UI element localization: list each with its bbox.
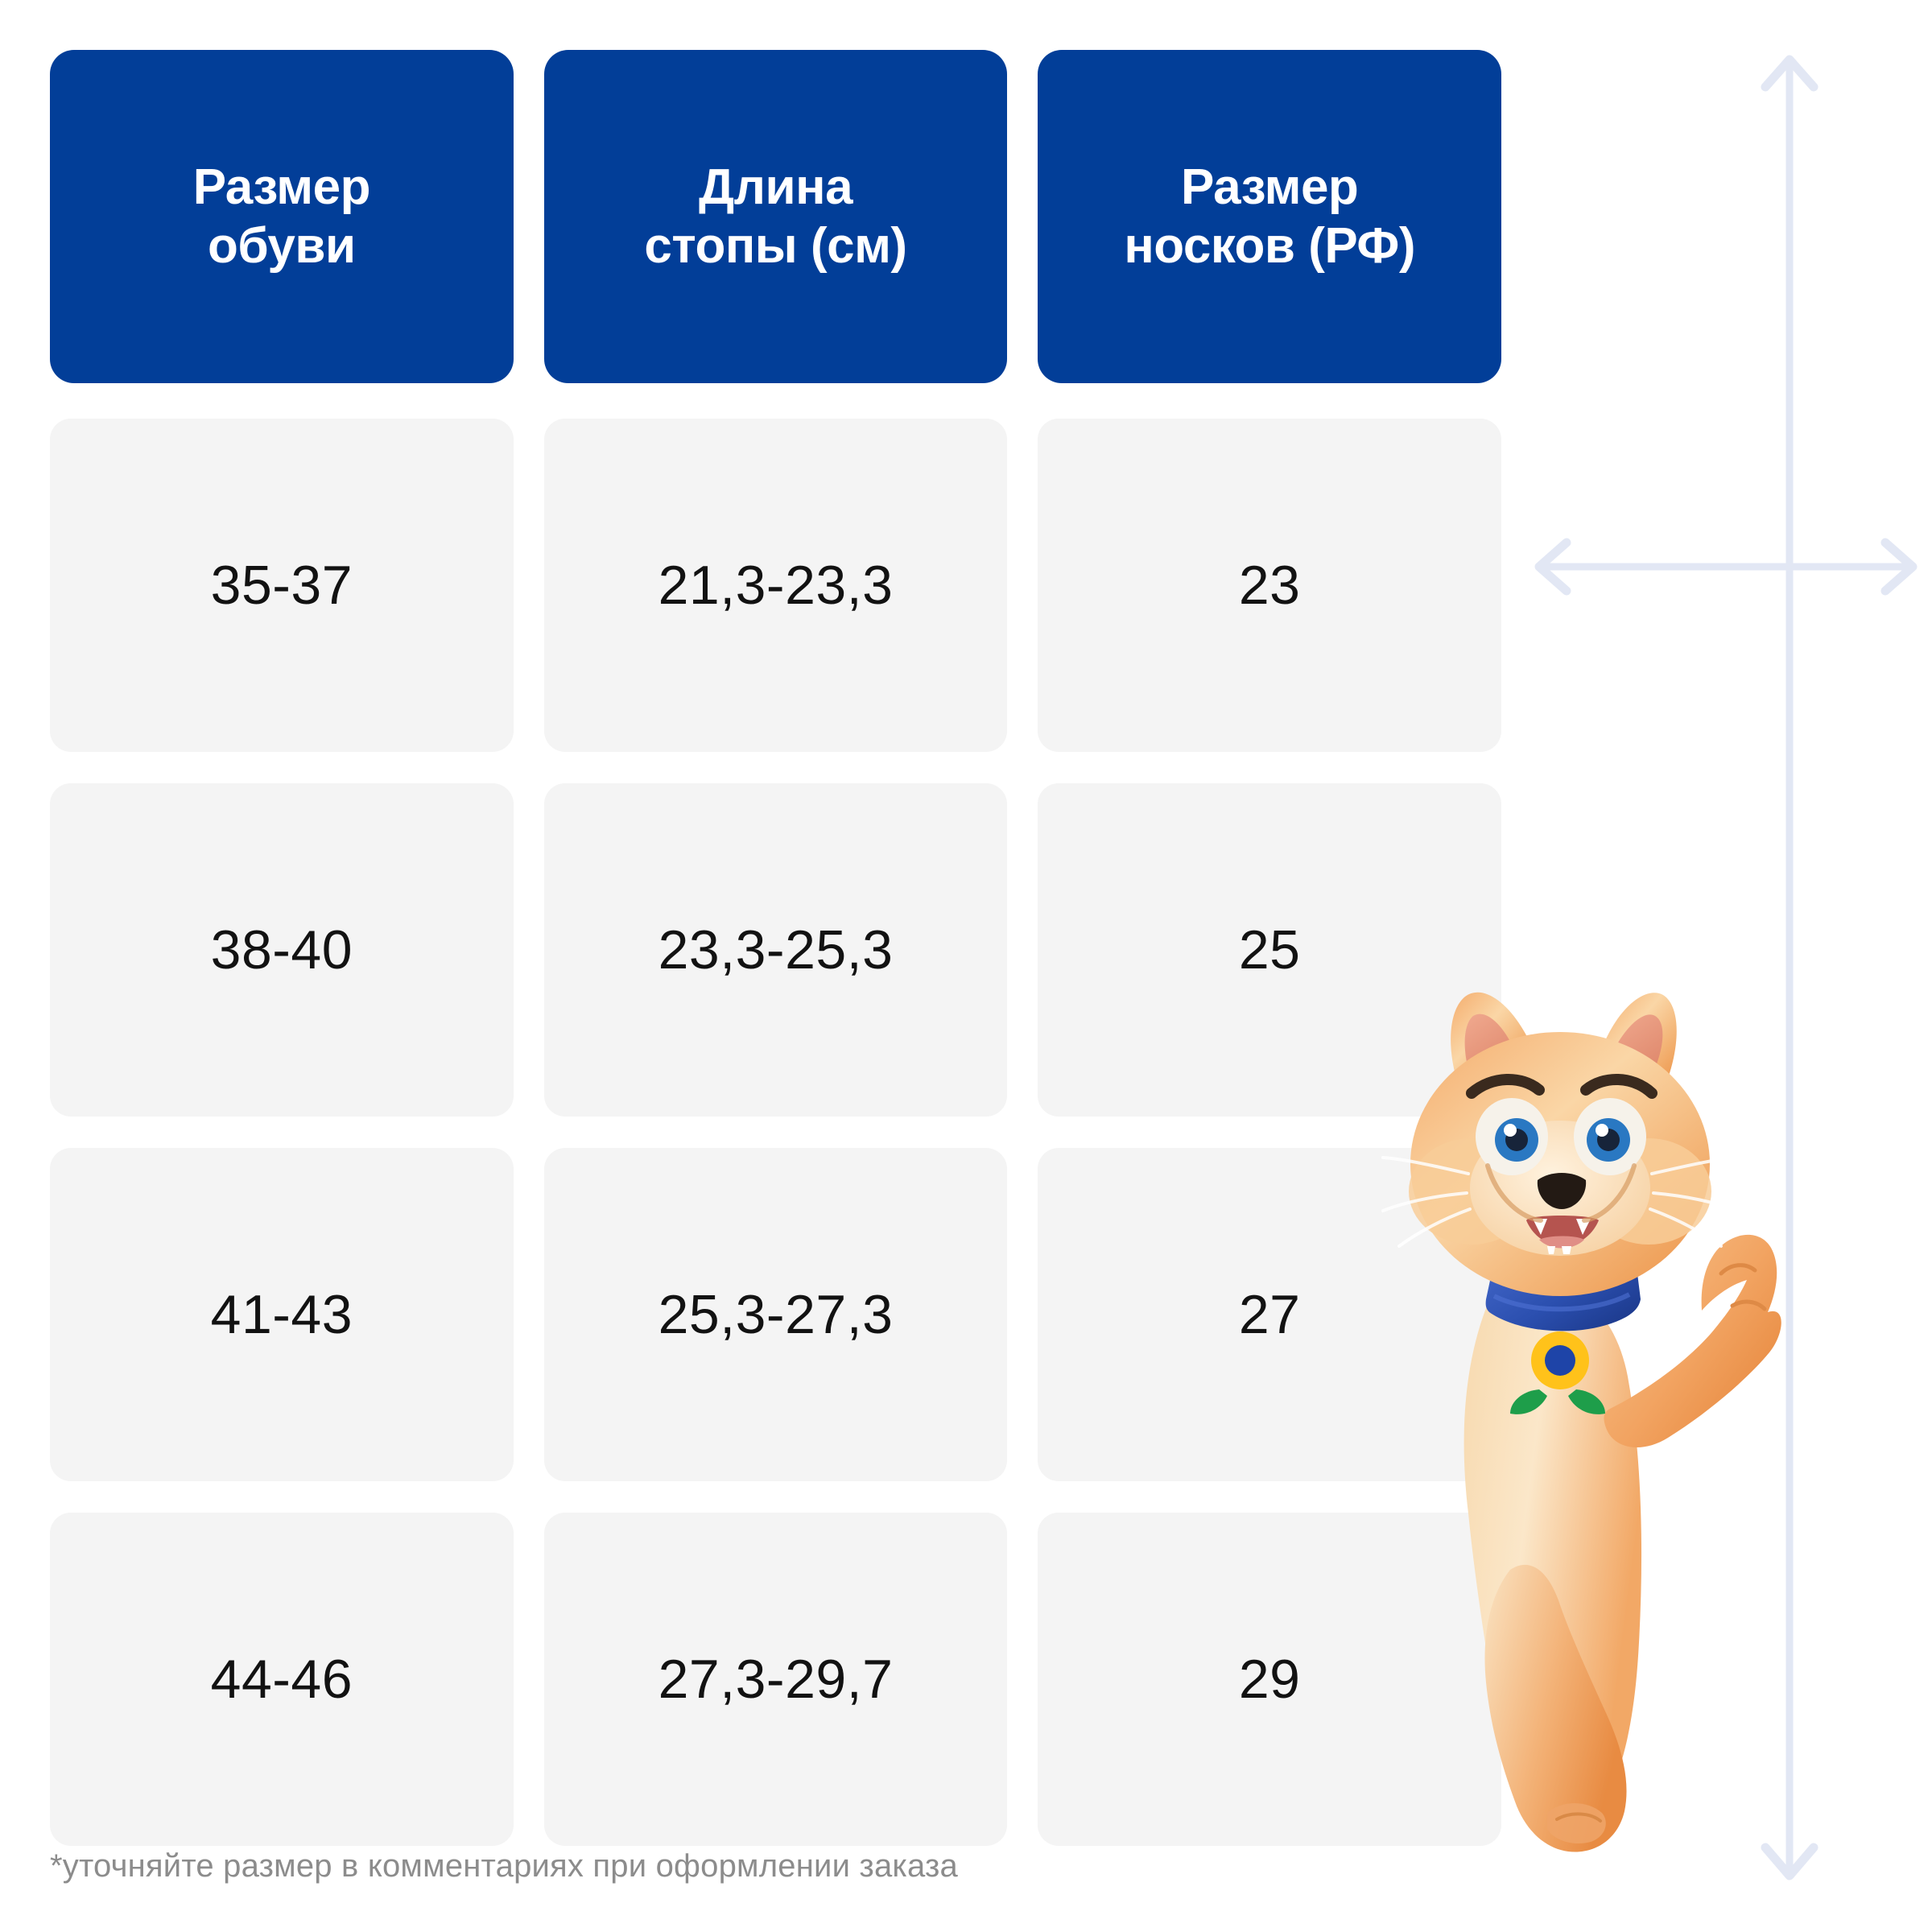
cell-foot-length: 21,3-23,3	[543, 419, 1008, 752]
table-row: 38-40 23,3-25,3 25	[50, 783, 1502, 1117]
cell-value: 27	[1238, 1284, 1301, 1345]
table-header-row: Размер обуви Длина стопы (см) Размер нос…	[50, 50, 1502, 383]
cell-foot-length: 25,3-27,3	[543, 1148, 1008, 1481]
cell-value: 29	[1238, 1649, 1301, 1710]
cell-value: 23,3-25,3	[658, 919, 894, 980]
column-header-foot-length: Длина стопы (см)	[543, 50, 1008, 383]
cell-value: 25	[1238, 919, 1301, 980]
footnote-text: *уточняйте размер в комментариях при офо…	[50, 1848, 958, 1884]
column-header-sock-size: Размер носков (РФ)	[1038, 50, 1502, 383]
table-body: 35-37 21,3-23,3 23 38-40 23,3-25,3 25 41…	[50, 419, 1502, 1846]
table-row: 41-43 25,3-27,3 27	[50, 1148, 1502, 1481]
cell-value: 27,3-29,7	[658, 1649, 894, 1710]
cell-shoe-size: 35-37	[50, 419, 514, 752]
cell-value: 44-46	[210, 1649, 353, 1710]
axis-decoration	[1513, 32, 1932, 1908]
cell-value: 41-43	[210, 1284, 353, 1345]
cell-value: 23	[1238, 555, 1301, 616]
table-row: 44-46 27,3-29,7 29	[50, 1513, 1502, 1846]
cell-sock-size: 29	[1038, 1513, 1502, 1846]
cell-value: 21,3-23,3	[658, 555, 894, 616]
cat-collar	[1485, 1274, 1641, 1331]
cat-flower-tag	[1510, 1331, 1605, 1414]
cell-sock-size: 25	[1038, 783, 1502, 1117]
cat-waving-arm	[1604, 1234, 1781, 1448]
double-ended-horizontal-arrow-icon	[1534, 538, 1918, 596]
cell-sock-size: 23	[1038, 419, 1502, 752]
cell-value: 25,3-27,3	[658, 1284, 894, 1345]
column-header-label: Длина стопы (см)	[644, 159, 907, 274]
cell-foot-length: 23,3-25,3	[543, 783, 1008, 1117]
cell-value: 38-40	[210, 919, 353, 980]
column-header-shoe-size: Размер обуви	[50, 50, 514, 383]
column-header-label: Размер носков (РФ)	[1124, 159, 1415, 274]
column-header-label: Размер обуви	[192, 159, 371, 274]
table-row: 35-37 21,3-23,3 23	[50, 419, 1502, 752]
cell-sock-size: 27	[1038, 1148, 1502, 1481]
cell-value: 35-37	[210, 555, 353, 616]
double-ended-vertical-arrow-icon	[1761, 55, 1818, 1880]
cat-eye-right	[1574, 1098, 1646, 1175]
cat-hind-leg	[1484, 1564, 1627, 1852]
cell-foot-length: 27,3-29,7	[543, 1513, 1008, 1846]
size-chart-table: Размер обуви Длина стопы (см) Размер нос…	[50, 50, 1502, 1846]
cell-shoe-size: 41-43	[50, 1148, 514, 1481]
cell-shoe-size: 38-40	[50, 783, 514, 1117]
cell-shoe-size: 44-46	[50, 1513, 514, 1846]
